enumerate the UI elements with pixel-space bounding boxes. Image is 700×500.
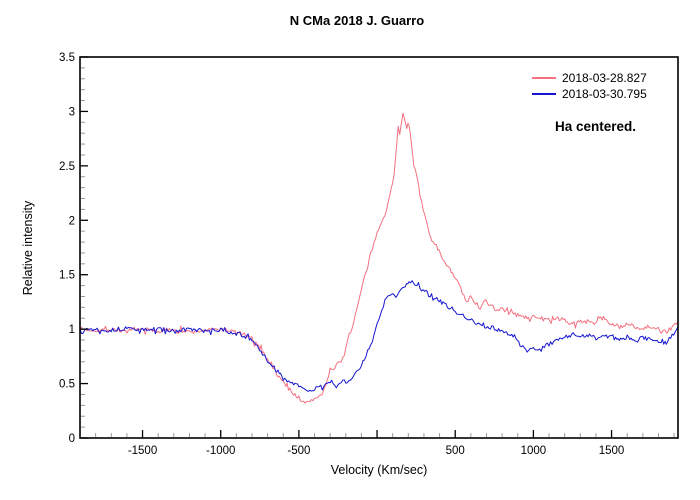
y-tick-label: 0 — [69, 433, 75, 445]
legend-item: 2018-03-28.827 — [532, 70, 647, 86]
x-tick-label: -1500 — [128, 445, 157, 457]
y-tick-label: 2 — [69, 215, 75, 227]
series-line-0 — [79, 112, 679, 404]
legend-swatch-series-1 — [532, 93, 556, 95]
chart-title: N CMa 2018 J. Guarro — [289, 13, 425, 28]
legend-item: 2018-03-30.795 — [532, 86, 647, 102]
x-tick-label: -1000 — [206, 445, 235, 457]
y-tick-label: 0.5 — [59, 379, 75, 391]
x-tick-label: -500 — [287, 445, 310, 457]
x-axis-title: Velocity (Km/sec) — [330, 463, 428, 477]
annotation-text: Ha centered. — [555, 119, 637, 134]
legend-label-series-0: 2018-03-28.827 — [562, 71, 647, 85]
plot-border — [79, 56, 679, 439]
legend-label-series-1: 2018-03-30.795 — [562, 87, 647, 101]
y-tick-label: 3.5 — [59, 52, 75, 64]
y-axis-title: Relative intensity — [21, 200, 35, 296]
y-tick-label: 3 — [69, 106, 75, 118]
x-tick-label: 1500 — [599, 445, 625, 457]
x-tick-label: 500 — [446, 445, 465, 457]
legend: 2018-03-28.827 2018-03-30.795 — [532, 70, 647, 102]
y-tick-label: 1.5 — [59, 270, 75, 282]
y-tick-label: 2.5 — [59, 161, 75, 173]
x-tick-label: 1000 — [521, 445, 547, 457]
y-tick-label: 1 — [69, 324, 75, 336]
series-line-1 — [79, 280, 679, 392]
legend-swatch-series-0 — [532, 77, 556, 79]
